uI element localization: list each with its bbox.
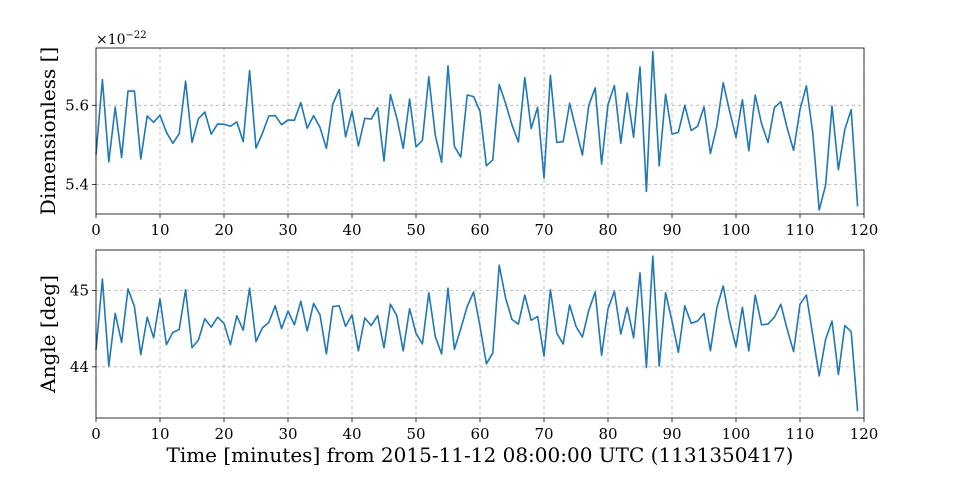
x-tick-label: 90 bbox=[662, 221, 681, 239]
x-tick-label: 10 bbox=[150, 425, 169, 443]
y-tick-label: 5.4 bbox=[65, 175, 89, 193]
x-tick-label: 110 bbox=[786, 425, 815, 443]
x-tick-label: 60 bbox=[470, 425, 489, 443]
x-tick-label: 0 bbox=[91, 425, 101, 443]
x-tick-label: 20 bbox=[214, 221, 233, 239]
x-tick-label: 70 bbox=[534, 221, 553, 239]
x-tick-label: 80 bbox=[598, 221, 617, 239]
x-tick-label: 70 bbox=[534, 425, 553, 443]
x-axis-label: Time [minutes] from 2015-11-12 08:00:00 … bbox=[166, 443, 793, 467]
series-line bbox=[95, 50, 859, 211]
x-tick-label: 40 bbox=[342, 221, 361, 239]
y-tick-label: 44 bbox=[70, 358, 89, 376]
x-tick-label: 100 bbox=[722, 221, 751, 239]
y-tick-label: 45 bbox=[70, 281, 89, 299]
x-tick-label: 110 bbox=[786, 221, 815, 239]
y-exponent-label: ×10−22 bbox=[96, 30, 147, 48]
x-tick-label: 90 bbox=[662, 425, 681, 443]
x-tick-label: 10 bbox=[150, 221, 169, 239]
x-tick-label: 40 bbox=[342, 425, 361, 443]
series-line bbox=[95, 255, 859, 412]
x-tick-label: 60 bbox=[470, 221, 489, 239]
y-tick-label: 5.6 bbox=[65, 96, 89, 114]
y-axis-label: Angle [deg] bbox=[36, 275, 60, 394]
x-tick-label: 120 bbox=[850, 425, 879, 443]
y-axis-label: Dimensionless [] bbox=[36, 47, 60, 215]
x-tick-label: 80 bbox=[598, 425, 617, 443]
x-tick-label: 50 bbox=[406, 221, 425, 239]
x-tick-label: 120 bbox=[850, 221, 879, 239]
x-tick-label: 30 bbox=[278, 425, 297, 443]
x-tick-label: 30 bbox=[278, 221, 297, 239]
x-tick-label: 20 bbox=[214, 425, 233, 443]
x-tick-label: 0 bbox=[91, 221, 101, 239]
bottom-panel: 0 10 20 30 40 50 60 70 80 90 100 110 120 44 45 Angle [d… bbox=[36, 249, 879, 443]
top-panel: 0 10 20 30 40 50 60 70 80 90 100 110 120 5.4 5.6 Dimens… bbox=[36, 30, 878, 239]
x-tick-label: 100 bbox=[722, 425, 751, 443]
x-tick-label: 50 bbox=[406, 425, 425, 443]
